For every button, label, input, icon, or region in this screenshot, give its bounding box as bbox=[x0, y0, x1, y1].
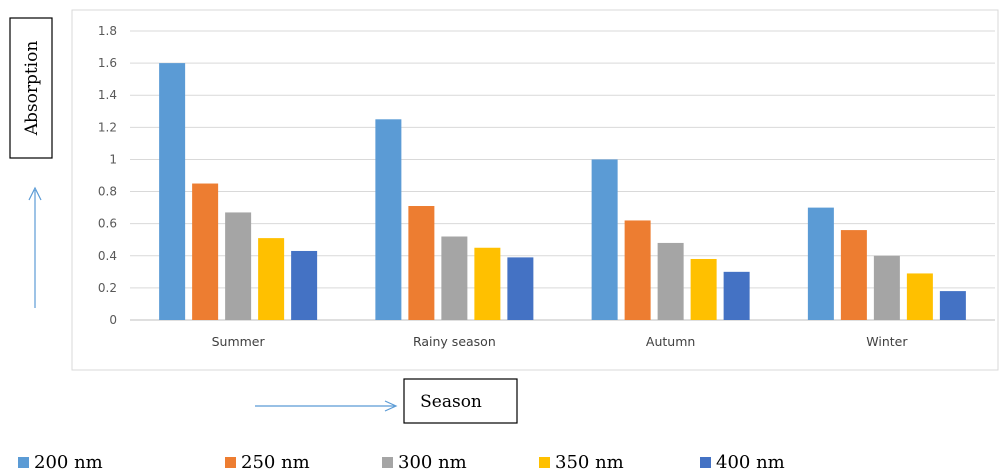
y-tick-labels: 0 0.2 0.4 0.6 0.8 1 1.2 1.4 1.6 1.8 bbox=[98, 24, 117, 327]
legend-label: 350 nm bbox=[555, 452, 624, 473]
y-tick-label: 0.4 bbox=[98, 249, 117, 263]
bar bbox=[906, 273, 933, 320]
bar bbox=[939, 291, 966, 320]
bar bbox=[192, 183, 219, 320]
bar bbox=[441, 236, 468, 320]
legend-swatch bbox=[225, 457, 236, 468]
y-axis-label-box: Absorption bbox=[9, 17, 53, 159]
bar bbox=[474, 247, 501, 320]
bar bbox=[408, 206, 435, 320]
category-label: Autumn bbox=[646, 334, 695, 349]
category-label: Summer bbox=[212, 334, 266, 349]
bar bbox=[159, 63, 186, 320]
legend: 200 nm 250 nm 300 nm 350 nm 400 nm bbox=[18, 452, 785, 473]
up-arrow bbox=[28, 186, 42, 308]
bar bbox=[723, 271, 750, 320]
bar bbox=[840, 230, 867, 320]
bar bbox=[507, 257, 534, 320]
bar bbox=[690, 258, 717, 320]
legend-swatch bbox=[539, 457, 550, 468]
bar bbox=[807, 207, 834, 320]
bar bbox=[591, 159, 618, 320]
category-label: Winter bbox=[866, 334, 908, 349]
bar bbox=[225, 212, 252, 320]
x-axis-label: Season bbox=[420, 392, 482, 412]
y-tick-label: 1.6 bbox=[98, 56, 117, 70]
x-axis-label-box: Season bbox=[403, 378, 518, 424]
bar bbox=[375, 119, 402, 320]
right-arrow bbox=[255, 400, 398, 412]
bar bbox=[657, 242, 684, 320]
y-tick-label: 1.4 bbox=[98, 88, 117, 102]
legend-label: 400 nm bbox=[716, 452, 785, 473]
legend-label: 250 nm bbox=[241, 452, 310, 473]
y-tick-label: 1.2 bbox=[98, 120, 117, 134]
bar bbox=[291, 250, 318, 320]
bars bbox=[159, 63, 966, 320]
bar bbox=[258, 238, 285, 320]
legend-label: 200 nm bbox=[34, 452, 103, 473]
bar bbox=[873, 255, 900, 320]
y-tick-label: 0.8 bbox=[98, 185, 117, 199]
y-axis-label: Absorption bbox=[22, 41, 42, 137]
legend-item: 400 nm bbox=[700, 452, 785, 473]
category-label: Rainy season bbox=[413, 334, 496, 349]
y-tick-label: 0 bbox=[109, 313, 117, 327]
y-tick-label: 0.6 bbox=[98, 217, 117, 231]
legend-item: 300 nm bbox=[382, 452, 467, 473]
legend-item: 250 nm bbox=[225, 452, 310, 473]
category-labels: Summer Rainy season Autumn Winter bbox=[212, 334, 909, 349]
legend-swatch bbox=[18, 457, 29, 468]
legend-swatch bbox=[382, 457, 393, 468]
bar bbox=[624, 220, 651, 320]
legend-item: 350 nm bbox=[539, 452, 624, 473]
legend-item: 200 nm bbox=[18, 452, 103, 473]
y-tick-label: 0.2 bbox=[98, 281, 117, 295]
legend-label: 300 nm bbox=[398, 452, 467, 473]
legend-swatch bbox=[700, 457, 711, 468]
y-tick-label: 1.8 bbox=[98, 24, 117, 38]
y-tick-label: 1 bbox=[109, 152, 117, 166]
